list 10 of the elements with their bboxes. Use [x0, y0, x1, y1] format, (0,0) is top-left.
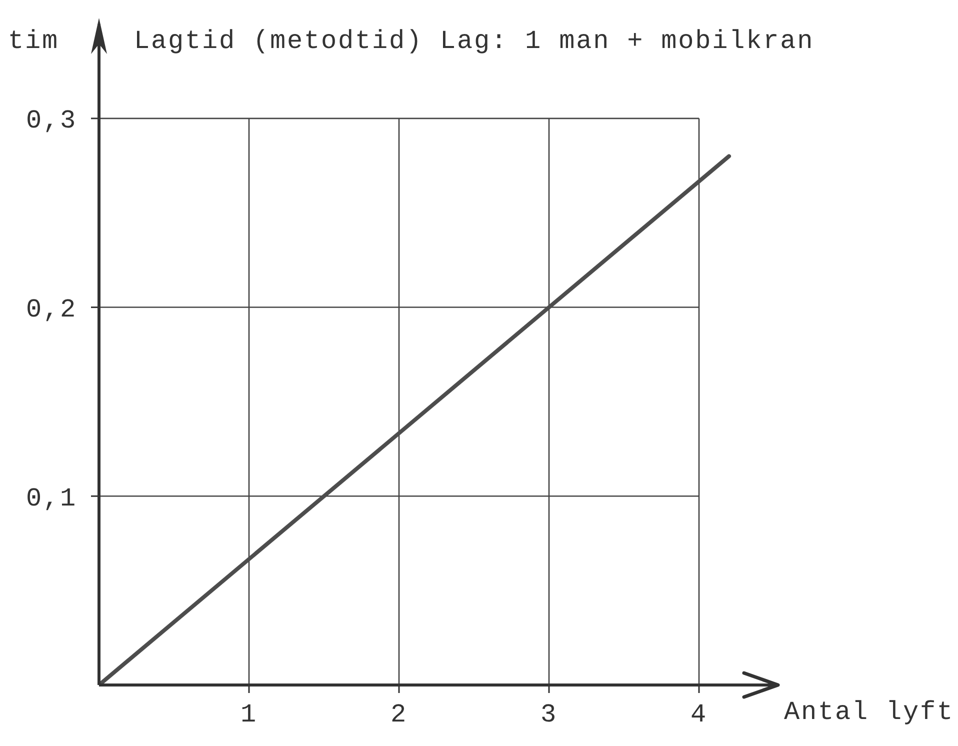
- y-axis-title: tim: [8, 26, 60, 56]
- x-axis-title: Antal lyft: [784, 697, 954, 727]
- x-tick-label: 1: [240, 699, 258, 730]
- chart-title: Lagtid (metodtid) Lag: 1 man + mobilkran: [134, 26, 814, 56]
- x-tick-label: 2: [390, 699, 408, 730]
- x-tick-label: 3: [540, 699, 558, 730]
- x-tick-label: 4: [690, 699, 708, 730]
- y-tick-label: 0,3: [26, 106, 77, 136]
- y-tick-label: 0,1: [26, 483, 77, 514]
- y-tick-label: 0,2: [26, 294, 77, 325]
